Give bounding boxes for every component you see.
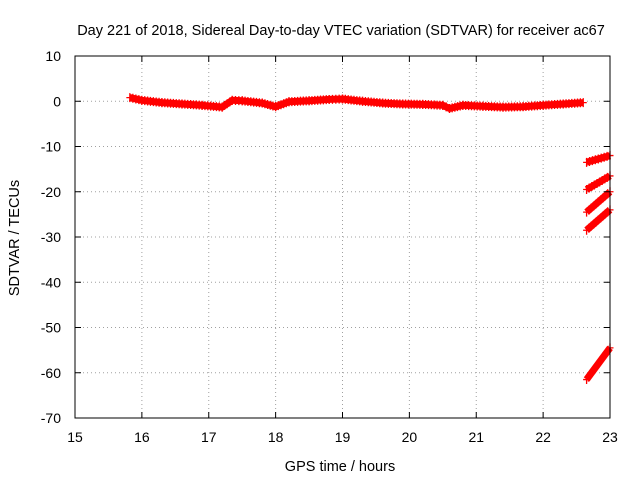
series-line (584, 172, 612, 193)
x-tick-label: 17 (201, 429, 217, 445)
y-tick-label: 0 (53, 93, 61, 109)
x-tick-label: 18 (268, 429, 284, 445)
series-trace-5 (583, 205, 614, 235)
y-tick-label: -10 (41, 139, 61, 155)
y-tick-label: -70 (41, 410, 61, 426)
data-point (126, 93, 134, 103)
y-tick-label: -40 (41, 274, 61, 290)
data-point (579, 98, 587, 108)
chart-title: Day 221 of 2018, Sidereal Day-to-day VTE… (77, 23, 605, 39)
x-tick-label: 23 (602, 429, 618, 445)
data-point (132, 94, 140, 104)
x-tick-label: 21 (468, 429, 484, 445)
x-axis-label: GPS time / hours (285, 459, 395, 475)
x-tick-label: 15 (67, 429, 83, 445)
x-tick-label: 16 (134, 429, 150, 445)
y-tick-label: -50 (41, 320, 61, 336)
y-tick-label: -60 (41, 365, 61, 381)
series-trace-6 (583, 343, 614, 385)
x-tick-label: 22 (535, 429, 551, 445)
y-tick-label: 10 (45, 48, 61, 64)
y-tick-label: -30 (41, 229, 61, 245)
grid-lines (75, 56, 610, 418)
data-point (129, 93, 137, 103)
data-point (135, 95, 143, 105)
y-axis-label: SDTVAR / TECUs (7, 180, 23, 296)
y-tick-labels: 10 0 -10 -20 -30 -40 -50 -60 -70 (41, 48, 61, 426)
series-layer (126, 93, 614, 385)
data-point (442, 102, 450, 112)
y-tick-label: -20 (41, 184, 61, 200)
data-point (439, 100, 447, 110)
series-main (126, 93, 587, 113)
x-tick-label: 19 (335, 429, 351, 445)
x-tick-labels: 15 16 17 18 19 20 21 22 23 (67, 429, 618, 445)
x-tick-label: 20 (402, 429, 418, 445)
series-trace-4 (583, 187, 614, 217)
tick-marks (74, 55, 611, 419)
